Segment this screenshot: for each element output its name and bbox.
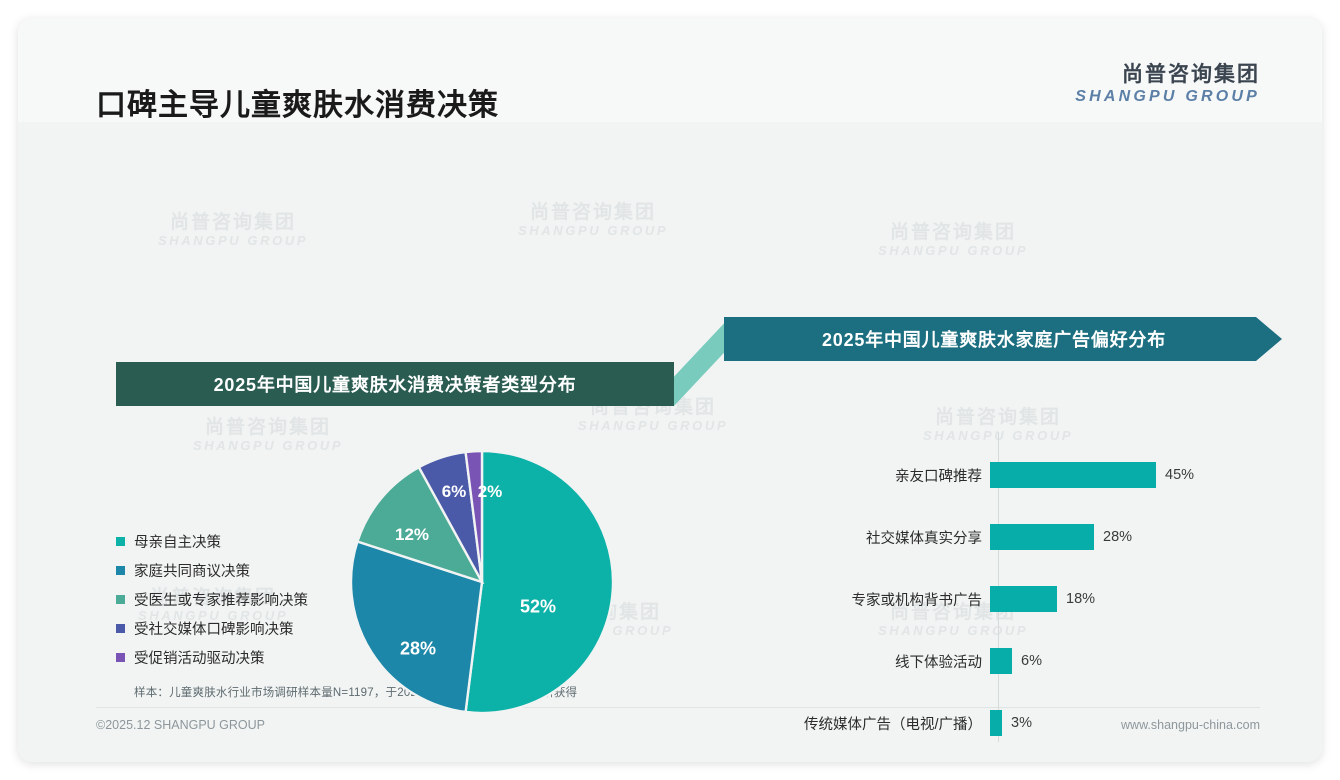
- slide-footer: ©2025.12 SHANGPU GROUP www.shangpu-china…: [96, 707, 1260, 742]
- legend-label: 受医生或专家推荐影响决策: [134, 593, 308, 609]
- legend-label: 受促销活动驱动决策: [134, 651, 265, 667]
- bar-category-label: 亲友口碑推荐: [895, 468, 982, 485]
- bar-fill: [990, 586, 1057, 612]
- bar-row[interactable]: 线下体验活动 6%: [758, 648, 1258, 674]
- bar-fill: [990, 462, 1156, 488]
- legend-item[interactable]: 受社交媒体口碑影响决策: [116, 614, 308, 643]
- brand-logo: 尚普咨询集团 SHANGPU GROUP: [1075, 63, 1260, 107]
- right-chart-title: 2025年中国儿童爽肤水家庭广告偏好分布: [821, 330, 1167, 350]
- slide-body: 尚普咨询集团 SHANGPU GROUP 尚普咨询集团 SHANGPU GROUP …: [18, 122, 1322, 762]
- page-title: 口碑主导儿童爽肤水消费决策: [96, 89, 499, 122]
- legend-item[interactable]: 家庭共同商议决策: [116, 556, 308, 585]
- right-chart-banner: 2025年中国儿童爽肤水家庭广告偏好分布: [724, 317, 1282, 361]
- legend-item[interactable]: 受促销活动驱动决策: [116, 643, 308, 672]
- legend-label: 母亲自主决策: [134, 535, 221, 551]
- pie-slice[interactable]: [464, 449, 615, 715]
- bar-track: 18%: [990, 586, 1258, 612]
- copyright-text: ©2025.12 SHANGPU GROUP: [96, 718, 265, 732]
- bar-category-label: 传统媒体广告（电视/广播）: [803, 716, 982, 733]
- bar-track: 45%: [990, 462, 1258, 488]
- bar-track: 28%: [990, 524, 1258, 550]
- bar-category-label: 专家或机构背书广告: [851, 592, 983, 609]
- bar-track: 3%: [990, 710, 1258, 736]
- pie-slice[interactable]: [464, 449, 484, 583]
- legend-swatch-icon: [116, 595, 125, 604]
- pie-chart[interactable]: 52% 28% 12% 6% 2%: [349, 449, 615, 715]
- bar-fill: [990, 710, 1002, 736]
- bar-value-label: 45%: [1165, 467, 1195, 483]
- left-chart-banner: 2025年中国儿童爽肤水消费决策者类型分布: [116, 362, 674, 406]
- legend-item[interactable]: 受医生或专家推荐影响决策: [116, 585, 308, 614]
- pie-slice-label: 52%: [519, 596, 557, 617]
- logo-english-text: SHANGPU GROUP: [1075, 88, 1260, 106]
- pie-legend: 母亲自主决策 家庭共同商议决策 受医生或专家推荐影响决策 受社交媒体口碑影响决策…: [116, 527, 308, 672]
- bar-chart[interactable]: 亲友口碑推荐 45% 社交媒体真实分享 28% 专家或机构背书广告: [758, 432, 1258, 742]
- banner-connector-shape: [674, 317, 730, 406]
- pie-slice-label: 2%: [477, 482, 503, 501]
- pie-slice-label: 28%: [399, 638, 437, 659]
- bar-track: 6%: [990, 648, 1258, 674]
- bar-row[interactable]: 传统媒体广告（电视/广播） 3%: [758, 710, 1258, 736]
- pie-slice-label: 12%: [394, 525, 430, 544]
- pie-chart-svg: [349, 449, 615, 715]
- pie-slice[interactable]: [355, 465, 485, 585]
- pie-slice-label: 6%: [441, 482, 467, 501]
- legend-swatch-icon: [116, 624, 125, 633]
- pie-slice[interactable]: [349, 540, 484, 714]
- slide-card: 口碑主导儿童爽肤水消费决策 尚普咨询集团 SHANGPU GROUP 尚普咨询集…: [18, 18, 1322, 762]
- legend-swatch-icon: [116, 653, 125, 662]
- bar-value-label: 28%: [1103, 529, 1133, 545]
- legend-label: 受社交媒体口碑影响决策: [134, 622, 294, 638]
- bar-row[interactable]: 社交媒体真实分享 28%: [758, 524, 1258, 550]
- legend-label: 家庭共同商议决策: [134, 564, 250, 580]
- bar-row[interactable]: 亲友口碑推荐 45%: [758, 462, 1258, 488]
- bar-category-label: 线下体验活动: [895, 654, 982, 671]
- legend-item[interactable]: 母亲自主决策: [116, 527, 308, 556]
- logo-chinese-text: 尚普咨询集团: [1122, 63, 1260, 86]
- slide-header: 口碑主导儿童爽肤水消费决策 尚普咨询集团 SHANGPU GROUP: [18, 18, 1322, 123]
- bar-row[interactable]: 专家或机构背书广告 18%: [758, 586, 1258, 612]
- bar-value-label: 3%: [1011, 715, 1032, 731]
- website-link[interactable]: www.shangpu-china.com: [1121, 718, 1260, 732]
- legend-swatch-icon: [116, 566, 125, 575]
- bar-value-label: 18%: [1066, 591, 1096, 607]
- bar-value-label: 6%: [1021, 653, 1042, 669]
- bar-fill: [990, 648, 1012, 674]
- left-chart-title: 2025年中国儿童爽肤水消费决策者类型分布: [213, 375, 577, 395]
- bar-category-label: 社交媒体真实分享: [866, 530, 982, 547]
- bar-fill: [990, 524, 1094, 550]
- legend-swatch-icon: [116, 537, 125, 546]
